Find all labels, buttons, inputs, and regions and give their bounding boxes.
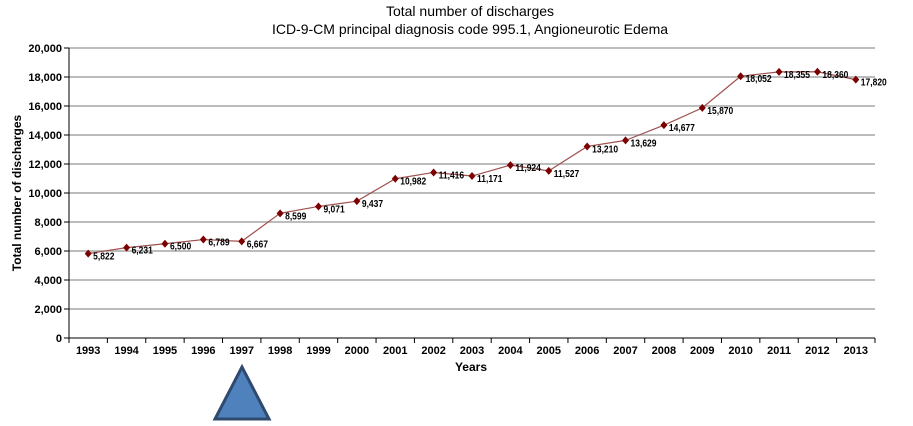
x-tick-label: 2002 [421, 345, 445, 357]
x-tick-label: 1993 [76, 345, 100, 357]
x-axis-label: Years [455, 360, 487, 374]
data-label: 17,820 [861, 77, 887, 88]
y-tick-label: 16,000 [28, 101, 62, 113]
data-label: 11,171 [477, 173, 502, 184]
y-tick-label: 6,000 [34, 246, 62, 258]
x-tick-label: 1995 [153, 345, 177, 357]
data-label: 13,210 [592, 144, 618, 155]
y-tick-label: 4,000 [34, 275, 62, 287]
x-tick-label: 2007 [613, 345, 637, 357]
triangle-marker [212, 363, 272, 421]
data-label: 6,667 [247, 239, 268, 250]
data-label: 18,052 [746, 74, 772, 85]
data-point [622, 136, 630, 145]
x-tick-label: 2008 [652, 345, 676, 357]
data-label: 14,677 [669, 123, 695, 134]
data-label: 11,416 [439, 170, 464, 181]
y-tick-label: 10,000 [28, 188, 62, 200]
data-label: 9,071 [323, 204, 344, 215]
data-label: 6,231 [132, 245, 153, 256]
x-tick-label: 2009 [690, 345, 714, 357]
y-tick-label: 8,000 [34, 217, 62, 229]
y-tick-label: 18,000 [28, 72, 62, 84]
data-label: 6,789 [208, 237, 229, 248]
data-point [199, 235, 207, 244]
data-point [506, 161, 514, 170]
data-point [545, 166, 553, 175]
x-tick-label: 2003 [460, 345, 484, 357]
data-label: 18,360 [822, 69, 848, 80]
chart-title: Total number of discharges [386, 3, 554, 19]
x-tick-label: 1997 [229, 345, 253, 357]
x-tick-label: 2012 [805, 345, 829, 357]
data-point [84, 249, 92, 258]
data-label: 8,599 [285, 211, 306, 222]
y-tick-label: 12,000 [28, 159, 62, 171]
x-tick-label: 2000 [345, 345, 369, 357]
data-point [698, 103, 706, 112]
y-axis-label: Total number of discharges [10, 114, 24, 271]
x-tick-label: 2010 [728, 345, 752, 357]
x-tick-label: 1998 [268, 345, 292, 357]
x-tick-label: 2013 [844, 345, 868, 357]
data-point [123, 243, 131, 252]
data-label: 18,355 [784, 69, 810, 80]
y-tick-label: 20,000 [28, 43, 62, 55]
data-point [391, 174, 399, 183]
y-tick-label: 2,000 [34, 304, 62, 316]
data-label: 10,982 [400, 176, 426, 187]
data-point [314, 202, 322, 211]
data-point [660, 121, 668, 130]
x-tick-label: 1996 [191, 345, 215, 357]
data-label: 15,870 [707, 105, 733, 116]
x-tick-label: 1999 [306, 345, 330, 357]
y-tick-label: 0 [56, 333, 62, 345]
series-line [88, 71, 856, 255]
data-point [583, 142, 591, 151]
data-point [161, 239, 169, 248]
data-point [430, 168, 438, 177]
data-point [737, 72, 745, 81]
x-tick-label: 2001 [383, 345, 407, 357]
data-label: 11,924 [515, 162, 541, 173]
data-label: 13,629 [631, 138, 657, 149]
x-tick-label: 2005 [537, 345, 561, 357]
x-tick-label: 2006 [575, 345, 599, 357]
data-label: 6,500 [170, 241, 191, 252]
x-tick-label: 2011 [767, 345, 791, 357]
data-point [276, 209, 284, 218]
data-label: 5,822 [93, 251, 114, 262]
x-tick-label: 2004 [498, 345, 523, 357]
data-point [353, 197, 361, 206]
data-point [813, 67, 821, 76]
chart-subtitle: ICD-9-CM principal diagnosis code 995.1,… [272, 21, 668, 37]
y-tick-label: 14,000 [28, 130, 62, 142]
data-label: 9,437 [362, 199, 383, 210]
x-tick-label: 1994 [114, 345, 139, 357]
data-point [775, 67, 783, 76]
data-point [852, 75, 860, 84]
data-label: 11,527 [554, 168, 579, 179]
data-point [468, 172, 476, 181]
data-point [238, 237, 246, 246]
